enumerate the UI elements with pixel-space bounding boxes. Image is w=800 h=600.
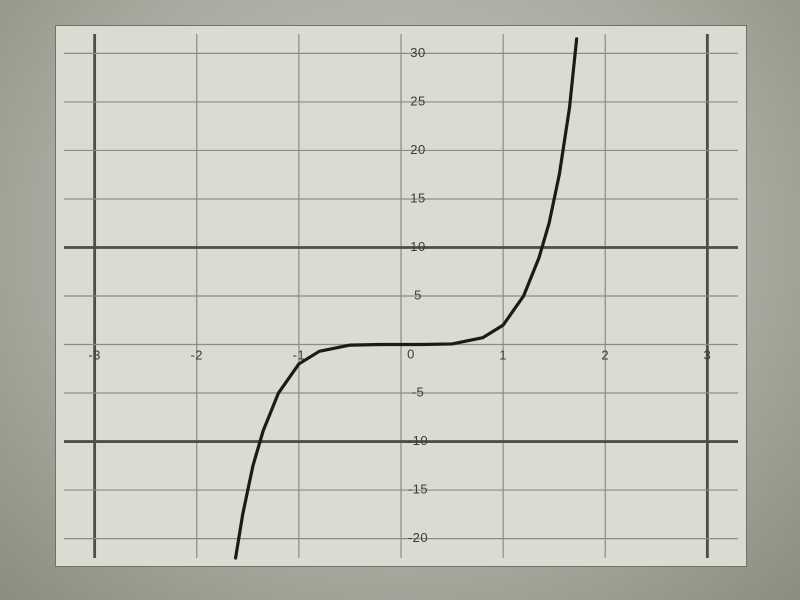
y-tick-label: 20	[410, 142, 425, 157]
y-tick-label: 15	[410, 190, 425, 205]
chart-container: -20-15-10-551015202530-3-2-10123	[55, 25, 747, 567]
photo-background: -20-15-10-551015202530-3-2-10123	[0, 0, 800, 600]
x-tick-label: 3	[703, 348, 711, 363]
x-tick-label: -3	[88, 348, 101, 363]
y-tick-label: -5	[412, 384, 425, 399]
y-tick-label: 10	[410, 239, 425, 254]
x-tick-label: 2	[601, 348, 609, 363]
chart-svg: -20-15-10-551015202530-3-2-10123	[56, 26, 746, 566]
y-tick-label: -10	[408, 433, 428, 448]
y-tick-label: -15	[408, 482, 428, 497]
x-tick-label: 0	[407, 347, 415, 362]
y-tick-label: 5	[414, 287, 422, 302]
x-tick-label: 1	[499, 348, 507, 363]
y-tick-label: -20	[408, 530, 428, 545]
y-tick-label: 30	[410, 45, 425, 60]
x-tick-label: -2	[190, 348, 203, 363]
y-tick-label: 25	[410, 93, 425, 108]
